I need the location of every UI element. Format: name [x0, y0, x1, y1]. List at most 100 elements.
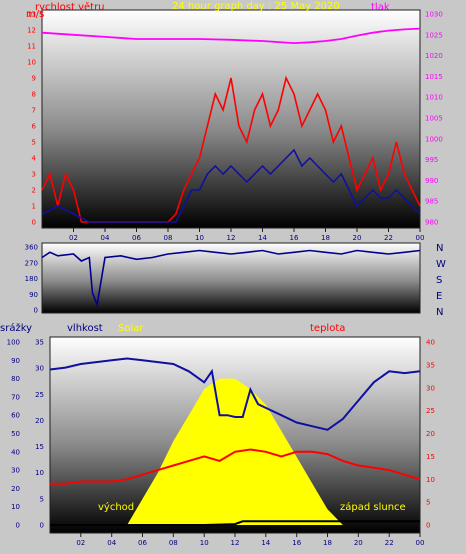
sunrise-label: východ — [98, 501, 134, 513]
pressure-series-line — [41, 27, 421, 45]
temperature-axis-tick: 20 — [426, 430, 435, 438]
direction-axis-tick: 270 — [25, 259, 38, 267]
temperature-axis-tick: 5 — [426, 499, 430, 507]
x-tick-label: 10 — [195, 234, 204, 242]
rain-axis-tick: 90 — [11, 357, 20, 365]
x-tick-label: 16 — [292, 539, 301, 547]
rain-axis-tick: 20 — [11, 485, 20, 493]
x-tick-label: 04 — [101, 234, 110, 242]
x-tick-label: 08 — [169, 539, 178, 547]
pressure-label: tlak — [371, 2, 390, 13]
compass-n-bottom: N — [436, 307, 443, 318]
x-tick-label: 22 — [384, 234, 393, 242]
temperature-axis-tick: 0 — [426, 522, 430, 530]
x-tick-label: 06 — [138, 539, 147, 547]
x-tick-label: 14 — [258, 234, 267, 242]
solar-axis-tick: 25 — [35, 391, 44, 399]
rain-axis-tick: 70 — [11, 393, 20, 401]
rain-axis-tick: 10 — [11, 503, 20, 511]
x-tick-label: 22 — [385, 539, 394, 547]
wind-speed-axis-tick: 4 — [32, 155, 37, 163]
solar-label: Solar — [118, 323, 144, 334]
x-tick-label: 04 — [107, 539, 116, 547]
rain-axis-tick: 80 — [11, 375, 20, 383]
pressure-axis-tick: 1010 — [425, 94, 443, 102]
wind-speed-axis-tick: 5 — [32, 139, 36, 147]
pressure-axis-tick: 1015 — [425, 73, 443, 81]
rain-axis-tick: 50 — [11, 430, 20, 438]
solar-axis-tick: 0 — [40, 522, 44, 530]
temperature-label: teplota — [310, 323, 345, 334]
x-tick-label: 00 — [416, 539, 425, 547]
direction-axis-tick: 360 — [25, 244, 38, 252]
temperature-axis-tick: 10 — [426, 476, 435, 484]
compass-n-top: N — [436, 243, 443, 254]
x-tick-label: 20 — [353, 234, 362, 242]
rain-axis-tick: 100 — [7, 339, 20, 347]
wind-direction-series-line — [41, 249, 421, 308]
wind-speed-axis-tick: 7 — [32, 107, 36, 115]
x-tick-label: 06 — [132, 234, 141, 242]
humidity-label: vlhkost — [67, 323, 103, 334]
x-tick-label: 10 — [200, 539, 209, 547]
x-tick-label: 14 — [261, 539, 270, 547]
wind-speed-axis-tick: 2 — [32, 187, 36, 195]
wind-speed-axis-tick: 10 — [27, 59, 36, 67]
rain-axis-tick: 60 — [11, 412, 20, 420]
chart-title: 24 hour graph day : 25 May 2020 — [172, 1, 340, 12]
wind-series-line — [41, 148, 421, 223]
x-tick-label: 20 — [354, 539, 363, 547]
wind-speed-axis-tick: 8 — [32, 91, 36, 99]
rain-label: srážky — [0, 322, 32, 334]
wind-speed-unit: m/s — [26, 9, 44, 20]
solar-axis-tick: 10 — [35, 469, 44, 477]
pressure-axis-tick: 985 — [425, 198, 438, 206]
wind-speed-axis-tick: 9 — [32, 75, 36, 83]
pressure-axis-tick: 1005 — [425, 115, 443, 123]
temperature-axis-tick: 30 — [426, 384, 435, 392]
wind-speed-axis-tick: 12 — [27, 27, 36, 35]
wind-speed-axis-tick: 6 — [32, 123, 37, 131]
pressure-axis-tick: 1025 — [425, 31, 443, 39]
wind-speed-axis-tick: 0 — [32, 219, 36, 227]
direction-axis-tick: 0 — [34, 307, 38, 315]
direction-axis-tick: 90 — [29, 291, 38, 299]
solar-axis-tick: 5 — [40, 495, 44, 503]
wind-speed-axis-tick: 3 — [32, 171, 36, 179]
wind-speed-label: rychlost větru — [35, 1, 105, 13]
x-tick-label: 16 — [290, 234, 299, 242]
compass-s: S — [436, 275, 442, 286]
x-tick-label: 12 — [231, 539, 240, 547]
rain-axis-tick: 30 — [11, 467, 20, 475]
wind-speed-axis-tick: 13 — [27, 11, 36, 19]
pressure-axis-tick: 980 — [425, 219, 438, 227]
rain-axis-tick: 0 — [16, 522, 20, 530]
x-tick-label: 02 — [69, 234, 78, 242]
compass-e: E — [436, 291, 442, 302]
rain-series-line — [50, 520, 420, 526]
x-tick-label: 08 — [164, 234, 173, 242]
x-tick-label: 12 — [227, 234, 236, 242]
solar-axis-tick: 35 — [35, 339, 44, 347]
x-tick-label: 02 — [76, 539, 85, 547]
x-tick-label: 00 — [416, 234, 425, 242]
x-tick-label: 18 — [321, 234, 330, 242]
x-tick-label: 18 — [323, 539, 332, 547]
solar-axis-tick: 30 — [35, 365, 44, 373]
temperature-series-line — [50, 448, 421, 485]
rain-axis-tick: 40 — [11, 448, 20, 456]
direction-axis-tick: 180 — [25, 275, 38, 283]
sunset-label: západ slunce — [340, 501, 406, 513]
solar-axis-tick: 20 — [35, 417, 44, 425]
pressure-axis-tick: 1020 — [425, 52, 443, 60]
solar-axis-tick: 15 — [35, 443, 44, 451]
wind-pressure-plot-area — [41, 9, 421, 229]
pressure-axis-tick: 990 — [425, 177, 438, 185]
wind-speed-axis-tick: 11 — [27, 43, 36, 51]
compass-w: W — [436, 259, 446, 270]
temperature-axis-tick: 25 — [426, 407, 435, 415]
temperature-axis-tick: 15 — [426, 453, 435, 461]
pressure-axis-tick: 995 — [425, 156, 438, 164]
